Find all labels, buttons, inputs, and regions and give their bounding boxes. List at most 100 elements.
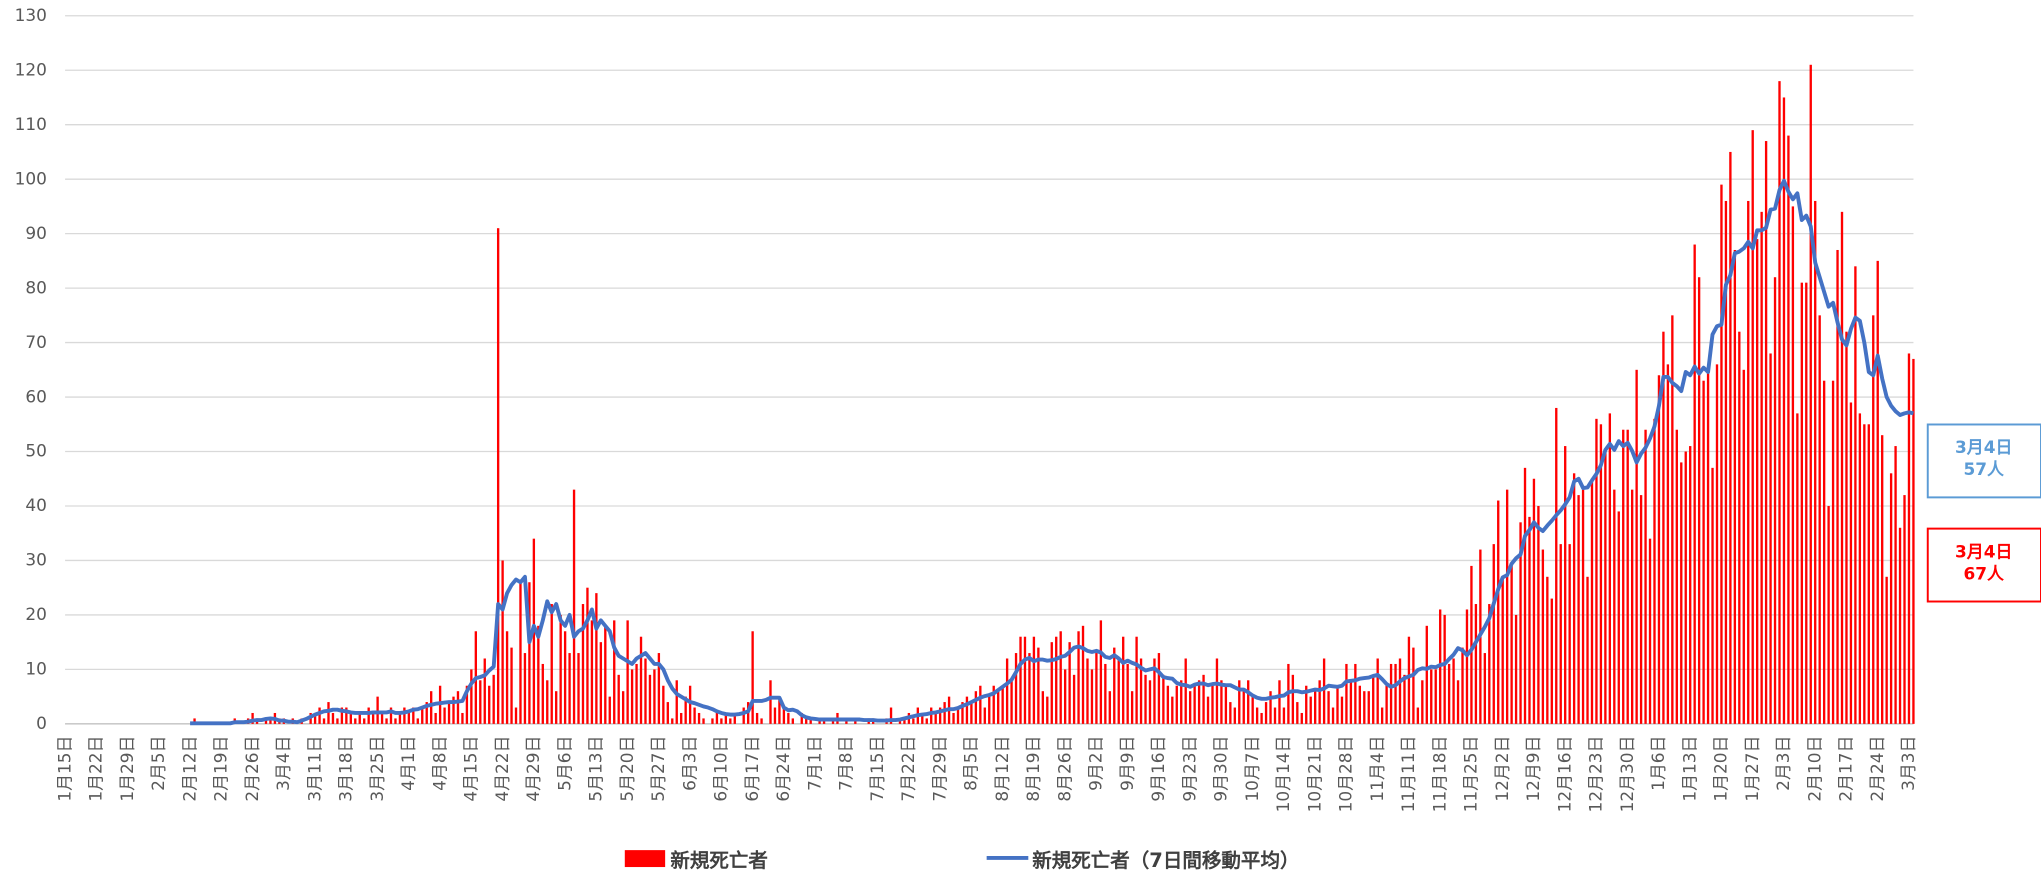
bar (1005, 658, 1009, 724)
x-tick-label: 10月21日 (1304, 736, 1324, 813)
bar (760, 718, 763, 724)
bar (1747, 200, 1750, 724)
x-tick-label: 3月11日 (304, 736, 324, 802)
bar (1555, 407, 1558, 724)
bar (1144, 674, 1147, 724)
bar (1023, 636, 1027, 724)
bar (1595, 418, 1598, 724)
bar (773, 707, 777, 724)
bar (380, 712, 384, 724)
x-tick-label: 2月26日 (242, 736, 262, 802)
bar (367, 707, 370, 724)
bar (1416, 707, 1420, 724)
bar (1809, 64, 1812, 724)
bar (1278, 680, 1281, 724)
bar (715, 712, 719, 724)
x-tick-label: 6月24日 (773, 736, 793, 802)
bar (952, 712, 955, 724)
x-tick-label: 6月17日 (742, 736, 762, 802)
bar (555, 691, 558, 724)
bar (1452, 658, 1455, 724)
y-tick-label: 0 (36, 713, 47, 733)
bar (425, 702, 428, 724)
x-tick-label: 5月6日 (554, 736, 574, 791)
x-tick-label: 1月29日 (117, 736, 137, 802)
bar (965, 696, 969, 724)
bar (1778, 81, 1781, 724)
x-tick-label: 8月26日 (1054, 736, 1074, 802)
x-tick-label: 12月16日 (1554, 736, 1574, 813)
bar (626, 620, 629, 724)
bar (488, 685, 491, 724)
bar (385, 718, 388, 724)
y-tick-label: 10 (25, 659, 47, 679)
annotation-box (1926, 423, 2041, 499)
bar (599, 642, 603, 724)
y-tick-label: 120 (15, 59, 47, 79)
bar (470, 669, 473, 724)
bar (1470, 565, 1473, 724)
bar (1693, 244, 1696, 724)
x-tick-label: 11月18日 (1429, 736, 1449, 813)
bar (912, 718, 915, 724)
x-tick-label: 2月5日 (148, 736, 168, 791)
bar (354, 718, 357, 724)
bar (1903, 495, 1906, 724)
bar (666, 702, 669, 724)
bar (1626, 429, 1629, 724)
bar (546, 680, 549, 724)
line (190, 178, 1914, 726)
bar (1380, 707, 1384, 724)
x-tick-label: 1月13日 (1679, 736, 1699, 802)
bar (1572, 473, 1576, 724)
bar (1912, 358, 1915, 724)
bar (1827, 505, 1830, 724)
y-tick-label: 60 (25, 386, 47, 406)
bar (1881, 435, 1884, 724)
bar (1255, 707, 1259, 724)
bar (1702, 380, 1705, 724)
bar (693, 707, 696, 724)
bar (1854, 266, 1857, 724)
bar (349, 712, 352, 724)
bar (1501, 576, 1504, 724)
y-tick-label: 110 (15, 114, 47, 134)
bar (1193, 685, 1196, 724)
bar (1599, 424, 1603, 724)
bar (1814, 200, 1817, 724)
bar (988, 696, 991, 724)
x-tick-label: 9月2日 (1086, 736, 1106, 791)
bar (461, 712, 464, 724)
y-tick-label: 30 (25, 550, 47, 570)
x-tick-label: 9月16日 (1148, 736, 1168, 802)
bar (313, 712, 317, 724)
bar (1322, 658, 1326, 724)
x-tick-label: 10月28日 (1336, 736, 1356, 813)
bar (1577, 495, 1580, 724)
bar (1590, 478, 1594, 724)
bar (327, 702, 330, 724)
bar (563, 631, 567, 724)
bar (1671, 315, 1674, 724)
legend-label: 新規死亡者 (670, 849, 768, 872)
bar (1666, 364, 1670, 724)
bar (541, 663, 544, 724)
bar (1796, 413, 1799, 724)
bar (1010, 680, 1013, 724)
bar (1541, 549, 1545, 724)
bar (1291, 674, 1295, 724)
bar (1845, 331, 1848, 724)
bar (934, 712, 937, 724)
bar (1697, 277, 1701, 724)
bar (805, 718, 808, 724)
bar (1662, 331, 1665, 724)
bar (269, 718, 272, 724)
bar (1537, 505, 1540, 724)
bar (1488, 604, 1491, 724)
bar (1081, 625, 1085, 724)
bar (1742, 369, 1745, 724)
bar (1309, 696, 1312, 724)
x-tick-label: 12月30日 (1617, 736, 1637, 813)
bar (1483, 653, 1487, 724)
bar (394, 718, 397, 724)
